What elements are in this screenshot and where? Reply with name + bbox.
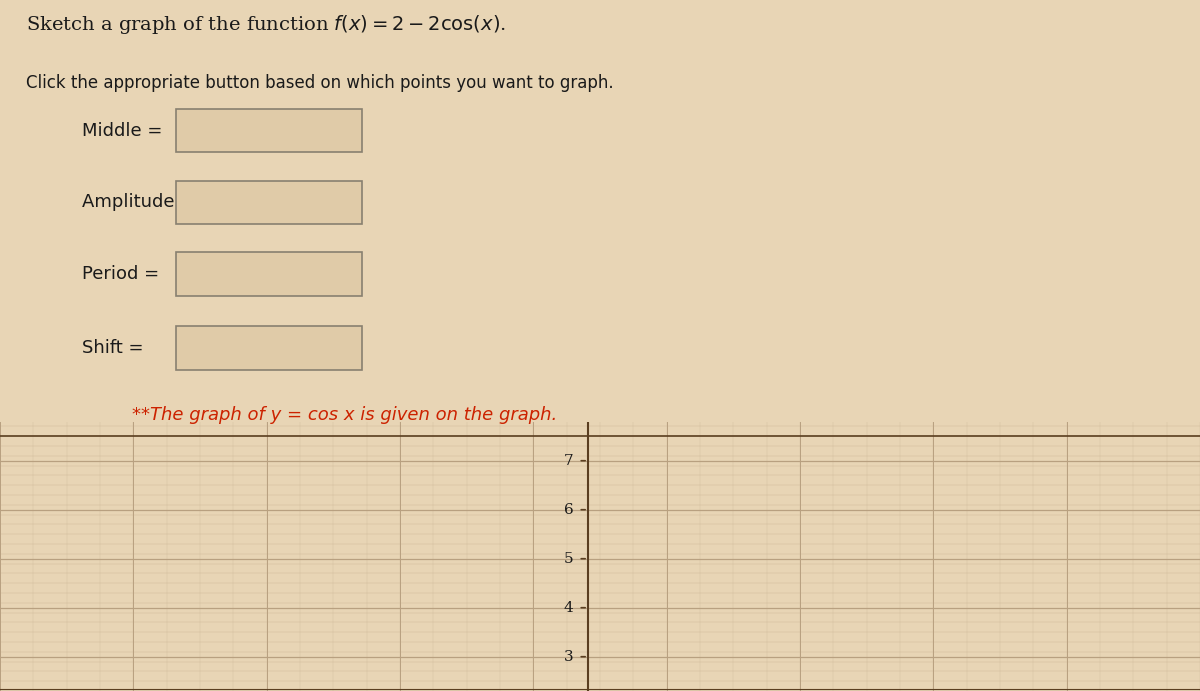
FancyBboxPatch shape bbox=[176, 109, 362, 153]
Text: Amplitude =: Amplitude = bbox=[82, 193, 194, 211]
Text: Shift =: Shift = bbox=[82, 339, 143, 357]
Text: 5: 5 bbox=[564, 551, 574, 566]
Text: Sketch a graph of the function $f(x) = 2 - 2\cos(x)$.: Sketch a graph of the function $f(x) = 2… bbox=[26, 13, 506, 36]
Text: **The graph of y = cos x is given on the graph.: **The graph of y = cos x is given on the… bbox=[132, 406, 557, 424]
Text: 4: 4 bbox=[564, 600, 574, 615]
Text: 3: 3 bbox=[564, 650, 574, 663]
Text: 7: 7 bbox=[564, 454, 574, 468]
Text: Period =: Period = bbox=[82, 265, 158, 283]
Text: Middle =: Middle = bbox=[82, 122, 162, 140]
Text: 6: 6 bbox=[564, 503, 574, 517]
FancyBboxPatch shape bbox=[176, 252, 362, 296]
FancyBboxPatch shape bbox=[176, 180, 362, 224]
Text: Click the appropriate button based on which points you want to graph.: Click the appropriate button based on wh… bbox=[26, 74, 614, 92]
FancyBboxPatch shape bbox=[176, 327, 362, 370]
